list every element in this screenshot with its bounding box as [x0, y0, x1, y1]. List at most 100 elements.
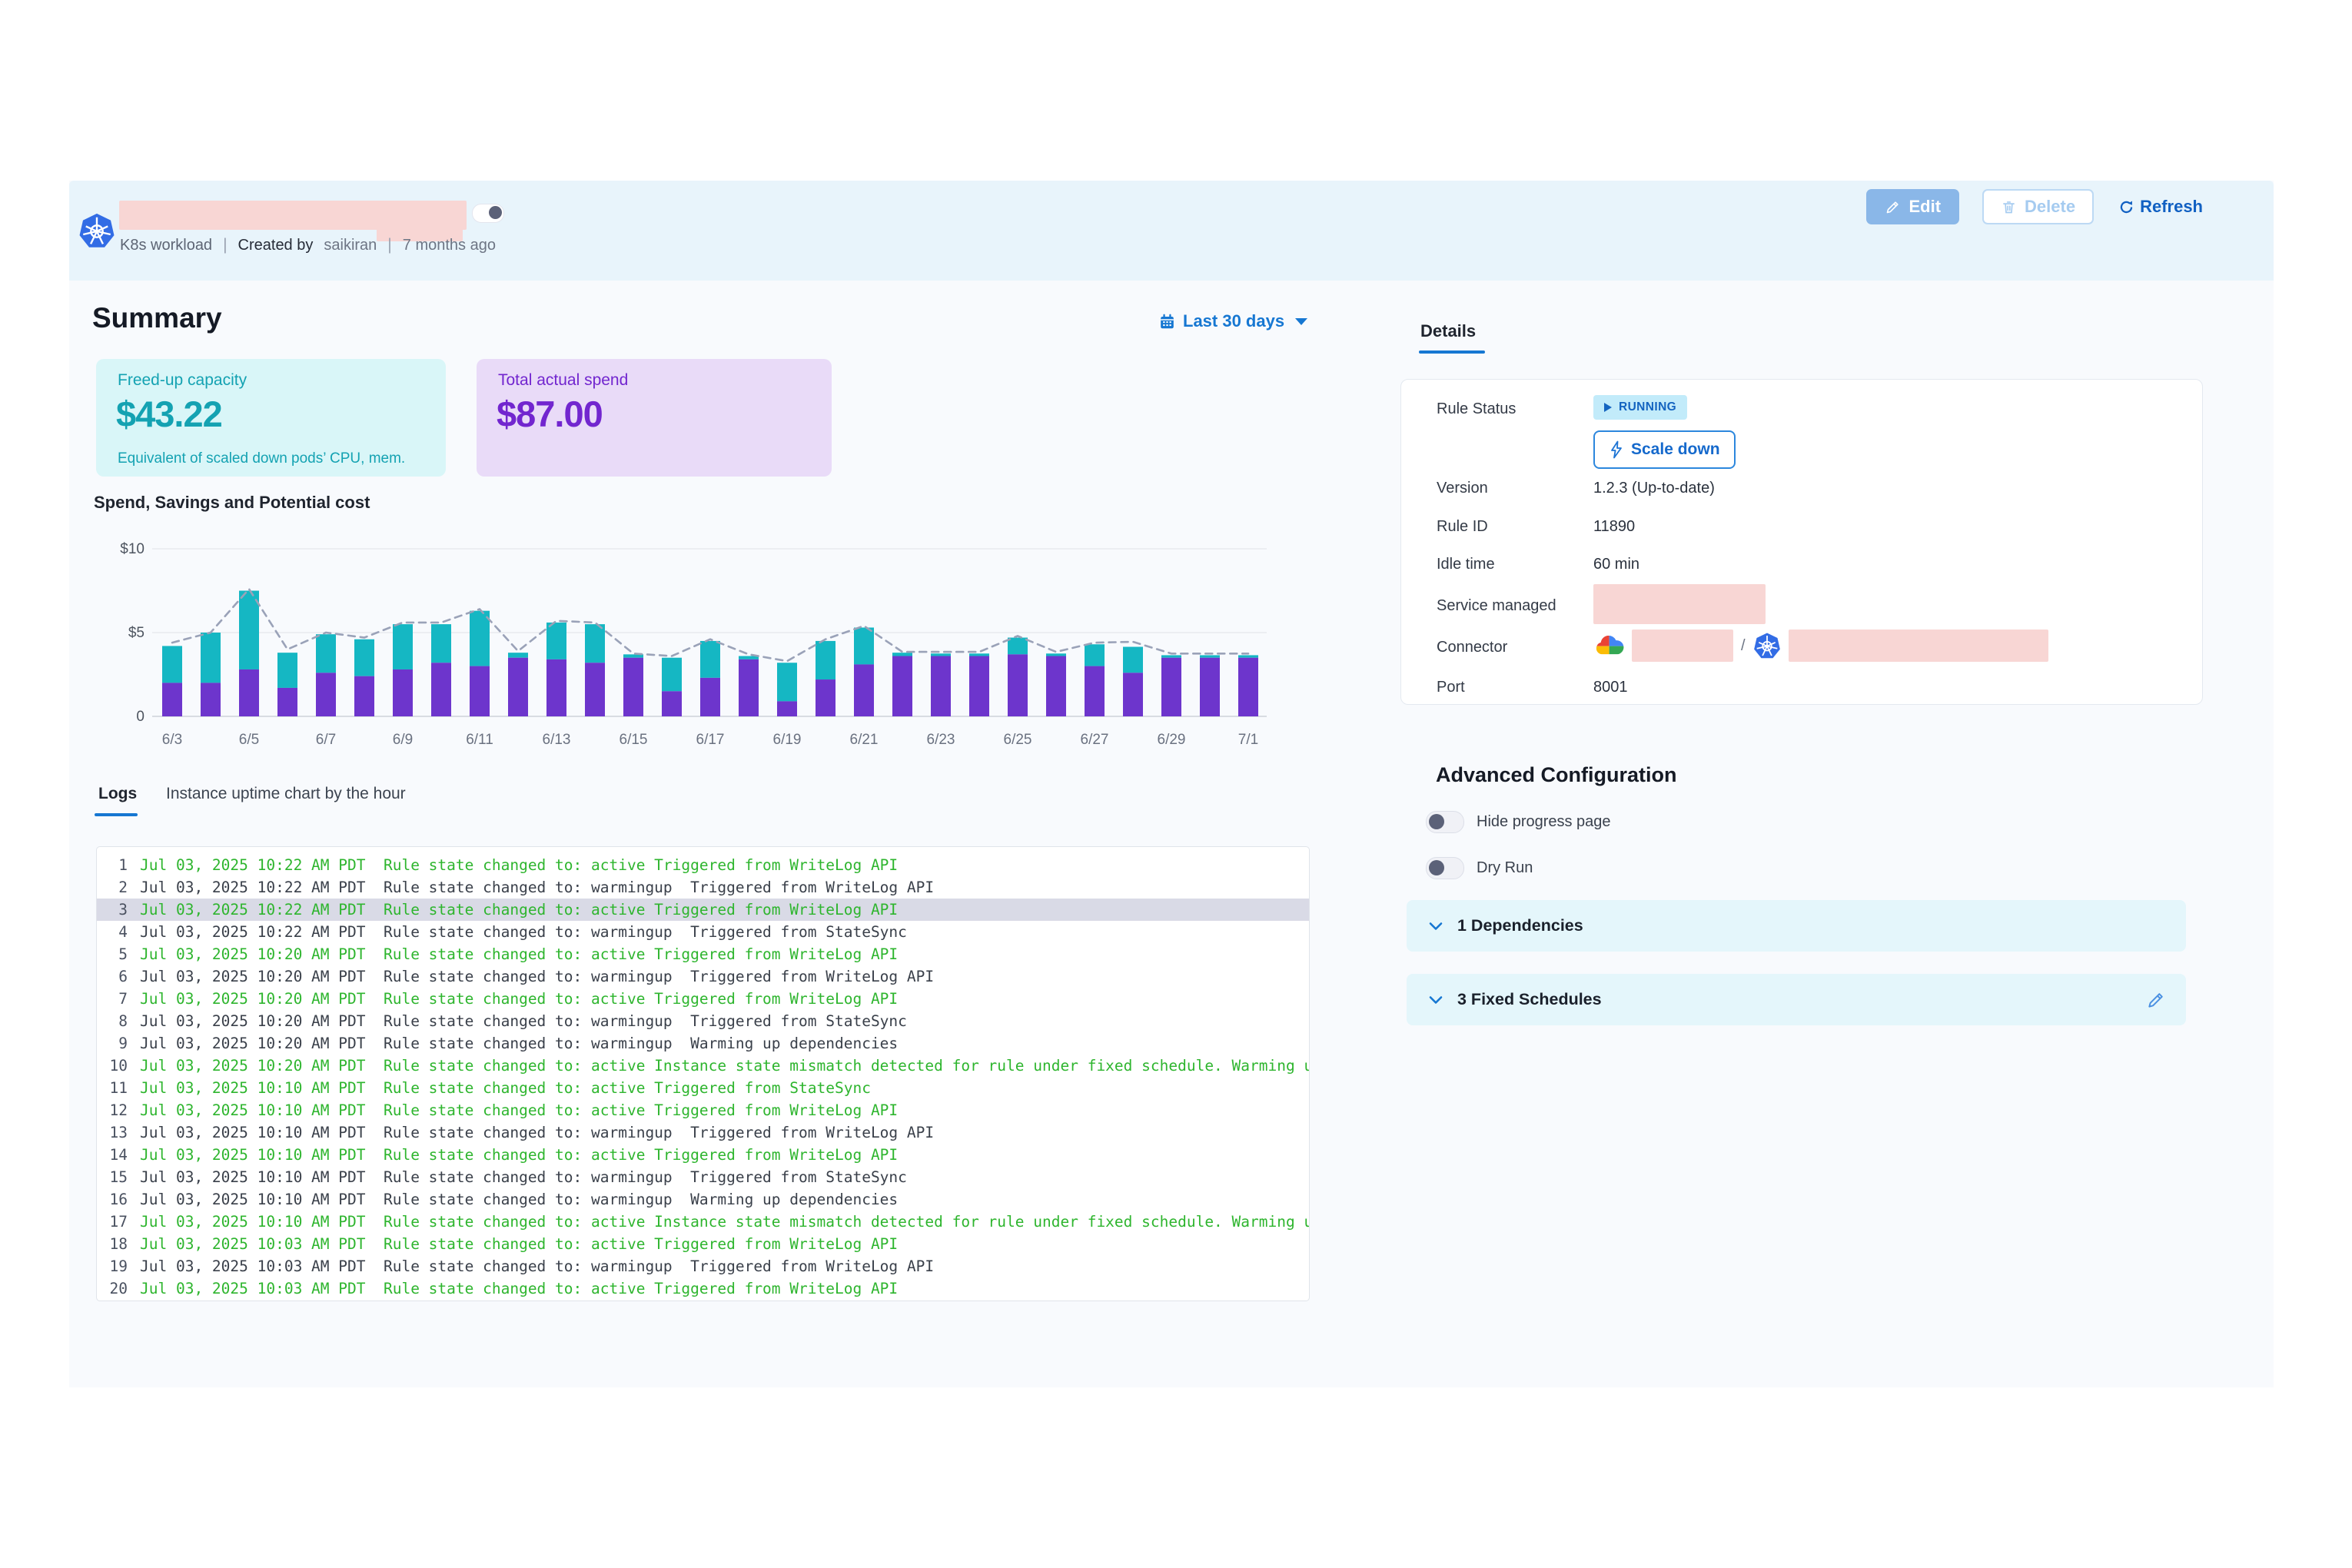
- scale-down-button[interactable]: Scale down: [1593, 430, 1736, 469]
- log-line-number: 2: [118, 879, 128, 896]
- log-line-number: 3: [118, 901, 128, 919]
- play-icon: [1604, 403, 1612, 412]
- redacted-connector-project: [1632, 630, 1733, 662]
- toggle-knob: [489, 206, 502, 219]
- card-label: Total actual spend: [498, 371, 629, 389]
- dry-run-label: Dry Run: [1477, 859, 1533, 876]
- chevron-down-icon: [1429, 922, 1443, 930]
- service-managed-label: Service managed: [1437, 597, 1556, 614]
- divider: |: [223, 236, 228, 254]
- workload-subtitle: K8s workload | Created by saikiran | 7 m…: [120, 236, 496, 254]
- main-content: K8s workload | Created by saikiran | 7 m…: [69, 181, 2274, 1387]
- log-message: Jul 03, 2025 10:10 AM PDT Rule state cha…: [140, 1079, 871, 1097]
- log-row[interactable]: 10 Jul 03, 2025 10:20 AM PDT Rule state c…: [97, 1055, 1309, 1077]
- log-message: Jul 03, 2025 10:22 AM PDT Rule state cha…: [140, 901, 899, 919]
- svg-text:7/1: 7/1: [1238, 732, 1258, 748]
- created-by-user[interactable]: saikiran: [324, 236, 377, 254]
- log-row[interactable]: 8 Jul 03, 2025 10:20 AM PDT Rule state ch…: [97, 1010, 1309, 1032]
- dry-run-toggle-row: Dry Run: [1426, 857, 1533, 879]
- hide-progress-toggle[interactable]: [1426, 811, 1464, 833]
- log-message: Jul 03, 2025 10:20 AM PDT Rule state cha…: [140, 1035, 899, 1052]
- summary-heading: Summary: [92, 302, 222, 334]
- toggle-knob: [1429, 813, 1444, 829]
- dry-run-toggle[interactable]: [1426, 857, 1464, 879]
- log-row[interactable]: 15 Jul 03, 2025 10:10 AM PDT Rule state c…: [97, 1166, 1309, 1188]
- active-tab-underline: [95, 813, 138, 816]
- date-range-filter[interactable]: Last 30 days: [1159, 311, 1308, 331]
- dependencies-section[interactable]: 1 Dependencies: [1407, 900, 2186, 952]
- kubernetes-icon: [79, 213, 115, 247]
- redacted-workload-title-line2: [377, 229, 463, 241]
- header-actions: Edit Delete Refresh: [1866, 188, 2204, 225]
- log-message: Jul 03, 2025 10:10 AM PDT Rule state cha…: [140, 1168, 907, 1186]
- log-row[interactable]: 12 Jul 03, 2025 10:10 AM PDT Rule state c…: [97, 1099, 1309, 1121]
- created-by-label: Created by: [238, 236, 314, 254]
- log-row[interactable]: 13 Jul 03, 2025 10:10 AM PDT Rule state c…: [97, 1121, 1309, 1144]
- rule-status-label: Rule Status: [1437, 400, 1517, 417]
- log-line-number: 8: [118, 1012, 128, 1030]
- tab-details[interactable]: Details: [1420, 321, 1477, 341]
- delete-button[interactable]: Delete: [1982, 189, 2095, 224]
- svg-text:6/19: 6/19: [773, 732, 802, 748]
- edit-button[interactable]: Edit: [1866, 189, 1960, 224]
- log-row[interactable]: 4 Jul 03, 2025 10:22 AM PDT Rule state ch…: [97, 921, 1309, 943]
- tab-logs[interactable]: Logs: [98, 785, 138, 802]
- svg-text:$10: $10: [120, 541, 145, 557]
- chevron-down-icon: [1295, 317, 1308, 325]
- log-row[interactable]: 1 Jul 03, 2025 10:22 AM PDT Rule state ch…: [97, 854, 1309, 876]
- log-line-number: 19: [109, 1257, 128, 1275]
- log-row[interactable]: 9 Jul 03, 2025 10:20 AM PDT Rule state ch…: [97, 1032, 1309, 1055]
- port-value: 8001: [1593, 679, 1628, 696]
- log-row[interactable]: 2 Jul 03, 2025 10:22 AM PDT Rule state ch…: [97, 876, 1309, 899]
- svg-text:6/21: 6/21: [850, 732, 879, 748]
- log-line-number: 16: [109, 1191, 128, 1208]
- log-row[interactable]: 18 Jul 03, 2025 10:03 AM PDT Rule state c…: [97, 1233, 1309, 1255]
- log-row[interactable]: 7 Jul 03, 2025 10:20 AM PDT Rule state ch…: [97, 988, 1309, 1010]
- svg-text:6/7: 6/7: [316, 732, 336, 748]
- log-line-number: 4: [118, 923, 128, 941]
- rule-status-text: RUNNING: [1619, 400, 1677, 414]
- log-row[interactable]: 14 Jul 03, 2025 10:10 AM PDT Rule state c…: [97, 1144, 1309, 1166]
- refresh-button[interactable]: Refresh: [2117, 189, 2204, 224]
- svg-text:0: 0: [136, 709, 145, 725]
- fixed-schedules-section[interactable]: 3 Fixed Schedules: [1407, 974, 2186, 1025]
- svg-text:6/29: 6/29: [1158, 732, 1186, 748]
- log-message: Jul 03, 2025 10:22 AM PDT Rule state cha…: [140, 856, 899, 874]
- version-label: Version: [1437, 480, 1488, 497]
- log-message: Jul 03, 2025 10:10 AM PDT Rule state cha…: [140, 1213, 1310, 1231]
- log-message: Jul 03, 2025 10:03 AM PDT Rule state cha…: [140, 1257, 935, 1275]
- log-message: Jul 03, 2025 10:22 AM PDT Rule state cha…: [140, 879, 935, 896]
- log-row[interactable]: 11 Jul 03, 2025 10:10 AM PDT Rule state c…: [97, 1077, 1309, 1099]
- total-actual-spend-card: Total actual spend $87.00: [477, 359, 832, 477]
- edit-schedules-pencil-icon[interactable]: [2146, 990, 2166, 1010]
- log-message: Jul 03, 2025 10:20 AM PDT Rule state cha…: [140, 1057, 1310, 1075]
- advanced-configuration-heading: Advanced Configuration: [1436, 763, 1677, 786]
- log-row[interactable]: 16 Jul 03, 2025 10:10 AM PDT Rule state c…: [97, 1188, 1309, 1211]
- log-message: Jul 03, 2025 10:20 AM PDT Rule state cha…: [140, 945, 899, 963]
- log-row[interactable]: 17 Jul 03, 2025 10:10 AM PDT Rule state c…: [97, 1211, 1309, 1233]
- log-line-number: 12: [109, 1101, 128, 1119]
- chevron-down-icon: [1429, 995, 1443, 1004]
- tab-instance-uptime[interactable]: Instance uptime chart by the hour: [166, 785, 406, 802]
- rule-id-label: Rule ID: [1437, 518, 1488, 535]
- log-row[interactable]: 6 Jul 03, 2025 10:20 AM PDT Rule state ch…: [97, 965, 1309, 988]
- log-message: Jul 03, 2025 10:03 AM PDT Rule state cha…: [140, 1280, 899, 1297]
- log-row[interactable]: 5 Jul 03, 2025 10:20 AM PDT Rule state ch…: [97, 943, 1309, 965]
- logs-panel[interactable]: 1 Jul 03, 2025 10:22 AM PDT Rule state ch…: [96, 846, 1310, 1301]
- svg-text:6/17: 6/17: [696, 732, 725, 748]
- svg-text:6/25: 6/25: [1004, 732, 1032, 748]
- log-row[interactable]: 3 Jul 03, 2025 10:22 AM PDT Rule state ch…: [97, 899, 1309, 921]
- log-line-number: 14: [109, 1146, 128, 1164]
- log-row[interactable]: 19 Jul 03, 2025 10:03 AM PDT Rule state c…: [97, 1255, 1309, 1277]
- svg-text:6/5: 6/5: [239, 732, 259, 748]
- hide-progress-toggle-row: Hide progress page: [1426, 811, 1611, 833]
- dependencies-label: 1 Dependencies: [1457, 916, 1583, 935]
- log-line-number: 13: [109, 1124, 128, 1141]
- redacted-connector-cluster: [1788, 630, 2048, 662]
- workload-enabled-toggle[interactable]: [472, 204, 504, 223]
- svg-text:6/9: 6/9: [393, 732, 413, 748]
- log-row[interactable]: 20 Jul 03, 2025 10:03 AM PDT Rule state c…: [97, 1277, 1309, 1300]
- refresh-button-label: Refresh: [2140, 197, 2203, 216]
- log-line-number: 20: [109, 1280, 128, 1297]
